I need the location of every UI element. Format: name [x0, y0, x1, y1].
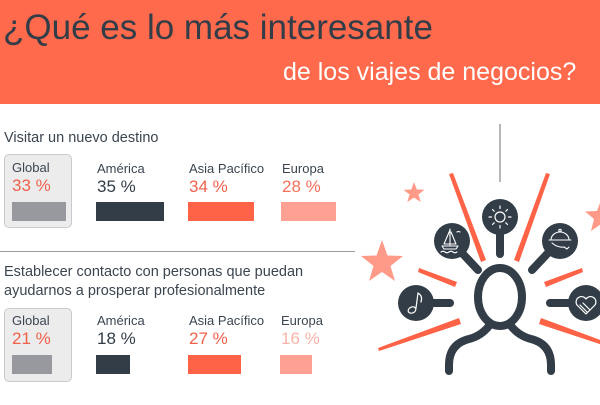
region-europa: Europa [282, 161, 324, 176]
value-asia-pacifico: 27 % [189, 329, 228, 348]
bar-america [96, 202, 164, 221]
section-2-label-line2: ayudarnos a prosperar profesionalmente [4, 283, 266, 299]
value-america: 35 % [97, 177, 136, 196]
ray [449, 173, 486, 262]
value-global: 21 % [12, 329, 51, 348]
bar-global [12, 202, 66, 221]
bar-america [96, 355, 130, 374]
ray [418, 268, 457, 287]
ray [544, 268, 583, 287]
sun-icon [482, 199, 518, 235]
bar-europa [280, 355, 312, 374]
ray [378, 318, 461, 351]
ray [539, 318, 600, 345]
page-subtitle: de los viajes de negocios? [283, 58, 577, 86]
value-america: 18 % [97, 329, 136, 348]
sailboat-icon [434, 223, 470, 259]
person-icon [445, 264, 555, 375]
value-global: 33 % [12, 176, 51, 195]
heart-handshake-icon [568, 285, 600, 321]
value-europa: 28 % [282, 177, 321, 196]
value-asia-pacifico: 34 % [189, 177, 228, 196]
bar-europa [281, 202, 336, 221]
section-1-label: Visitar un nuevo destino [4, 130, 159, 146]
ray [514, 173, 550, 262]
value-europa: 16 % [281, 329, 320, 348]
bar-asia-pacifico [188, 202, 254, 221]
music-note-icon [398, 285, 434, 321]
star-icon [361, 240, 403, 281]
star-icon [585, 202, 600, 231]
region-europa: Europa [281, 313, 323, 328]
region-asia-pacifico: Asia Pacífico [189, 161, 265, 176]
header-banner: ¿Qué es lo más interesante de los viajes… [0, 0, 600, 104]
region-america: América [97, 313, 145, 328]
region-america: América [97, 161, 145, 176]
page-title: ¿Qué es lo más interesante [3, 8, 433, 47]
bar-asia-pacifico [188, 355, 241, 374]
section-divider [0, 251, 355, 252]
star-icon [403, 182, 425, 202]
bar-global [12, 355, 52, 374]
section-2-label-line1: Establecer contacto con personas que pue… [4, 264, 304, 280]
food-cloche-icon [542, 223, 578, 259]
region-asia-pacifico: Asia Pacífico [189, 313, 265, 328]
region-global: Global [12, 313, 50, 328]
region-global: Global [12, 160, 50, 175]
